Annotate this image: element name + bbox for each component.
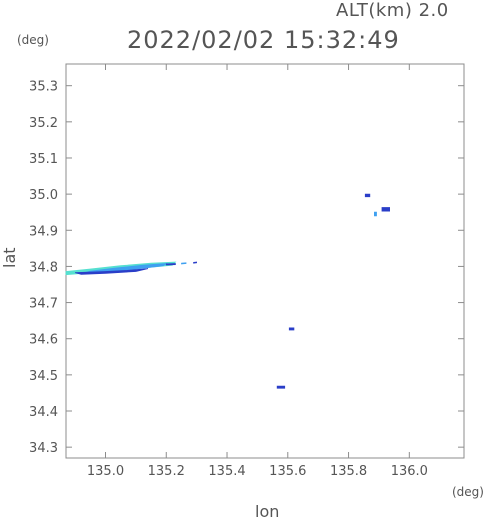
x-tick-label: 135.2: [148, 464, 185, 479]
echo-band-tail-2: [181, 262, 187, 265]
y-tick-label: 34.6: [29, 333, 58, 348]
x-tick-label: 135.8: [330, 464, 367, 479]
echo-cell-center: [288, 327, 295, 331]
y-tick-label: 34.8: [29, 260, 58, 275]
echo-band-core: [74, 268, 149, 275]
altitude-label: ALT(km) 2.0: [336, 0, 449, 21]
x-tick-label: 135.4: [208, 464, 245, 479]
plot-frame: [65, 63, 465, 459]
echo-cell-ne-2: [381, 207, 391, 212]
echo-cell-south: [276, 385, 286, 389]
y-tick-label: 34.4: [29, 405, 58, 420]
x-tick-label: 135.6: [269, 464, 306, 479]
y-tick-label: 34.9: [29, 224, 58, 239]
y-tick-label: 34.3: [29, 441, 58, 456]
y-tick-label: 35.1: [29, 152, 58, 167]
echo-band-tail-1: [165, 263, 176, 266]
y-tick-label: 35.2: [29, 116, 58, 131]
x-axis-unit: (deg): [452, 485, 484, 499]
y-tick-label: 34.7: [29, 297, 58, 312]
y-axis-unit: (deg): [17, 33, 49, 47]
y-tick-label: 35.0: [29, 188, 58, 203]
x-tick-label: 136.0: [391, 464, 428, 479]
echo-band-tail-3: [193, 261, 198, 264]
x-tick-label: 135.0: [87, 464, 124, 479]
echo-cell-ne-1: [364, 193, 371, 198]
y-tick-label: 34.5: [29, 369, 58, 384]
y-tick-label: 35.3: [29, 80, 58, 95]
x-axis-label: lon: [255, 502, 280, 521]
tick-layer: 34.3 34.4 34.5 34.6 34.7 34.8 34.9 35.0 35.1 35.2…: [29, 64, 464, 479]
echo-cell-ne-3: [373, 211, 377, 217]
echo-layer: [65, 193, 391, 389]
chart-title-timestamp: 2022/02/02 15:32:49: [127, 26, 400, 54]
